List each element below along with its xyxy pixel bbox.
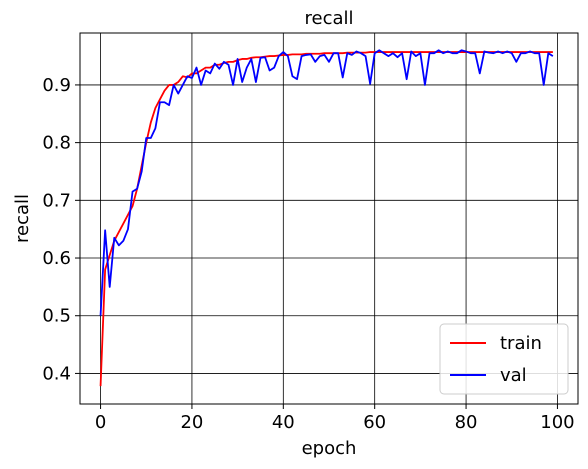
y-tick-label: 0.4 (42, 363, 71, 384)
y-tick-label: 0.8 (42, 133, 71, 154)
x-tick-label: 60 (363, 412, 386, 433)
series-group (99, 49, 554, 387)
plot-frame (79, 32, 579, 405)
y-tick-label: 0.7 (42, 190, 71, 211)
chart-title: recall (304, 8, 353, 29)
grid (80, 33, 578, 404)
x-tick-label: 0 (95, 412, 106, 433)
y-tick-label: 0.9 (42, 75, 71, 96)
series-line-val (99, 49, 554, 316)
legend-box (439, 323, 569, 395)
x-tick-label: 100 (540, 412, 574, 433)
x-axis-label: epoch (302, 438, 357, 459)
x-tick-label: 40 (272, 412, 295, 433)
series-line-train (99, 51, 553, 387)
x-tick-label: 20 (180, 412, 203, 433)
y-tick-label: 0.5 (42, 306, 71, 327)
y-tick-label: 0.6 (42, 248, 71, 269)
legend-label-train: train (500, 333, 542, 354)
x-tick-label: 80 (455, 412, 478, 433)
axis-ticks: 0 20 40 60 80 100 0.4 0.5 0.6 0.7 0.8 0.9 (42, 75, 574, 433)
legend-label-val: val (500, 365, 527, 386)
legend: train val (439, 323, 569, 395)
y-axis-label: recall (12, 194, 33, 243)
